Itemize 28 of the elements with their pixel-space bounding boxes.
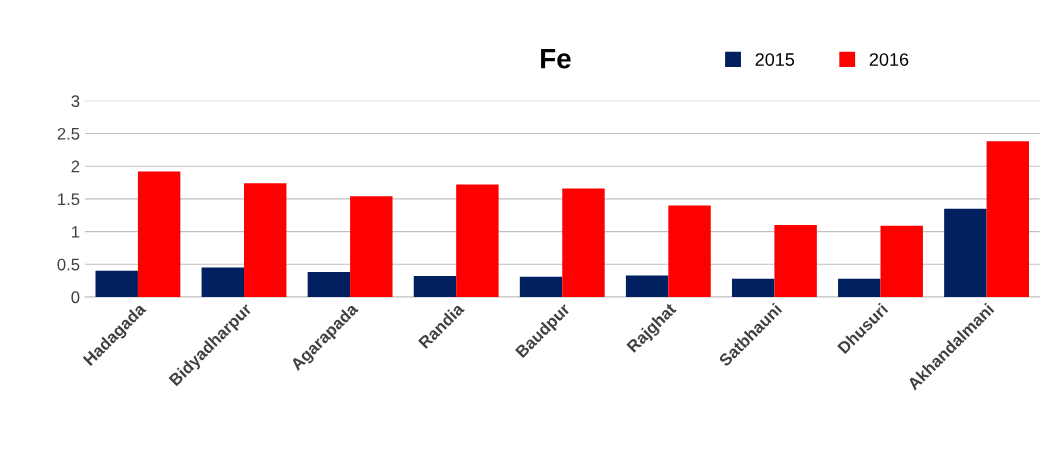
y-tick-label: 2	[71, 160, 80, 173]
y-tick-label: 3	[71, 95, 80, 107]
bar	[456, 184, 499, 297]
bar	[519, 276, 563, 297]
bar	[201, 267, 245, 297]
bar	[668, 205, 711, 297]
bar	[95, 270, 138, 297]
legend-label: 2015	[755, 53, 795, 66]
legend-label: 2016	[869, 53, 909, 66]
bar	[137, 171, 181, 297]
bar	[880, 225, 923, 297]
bar	[944, 208, 987, 297]
chart-title: Fe	[541, 49, 571, 69]
y-tick-label: 1.5	[58, 193, 80, 206]
bar	[350, 196, 393, 297]
y-tick-label: 0	[71, 291, 80, 304]
y-tick-label: 2.5	[57, 127, 80, 140]
bar	[244, 183, 287, 297]
bar	[986, 141, 1030, 297]
bar	[562, 188, 605, 297]
bar	[731, 278, 775, 297]
bar	[625, 275, 669, 297]
y-tick-label: 0.5	[57, 258, 80, 271]
bar	[774, 225, 817, 297]
bar	[307, 272, 351, 297]
bar	[838, 278, 881, 297]
y-tick-label: 1	[72, 226, 80, 238]
bar	[413, 276, 457, 297]
